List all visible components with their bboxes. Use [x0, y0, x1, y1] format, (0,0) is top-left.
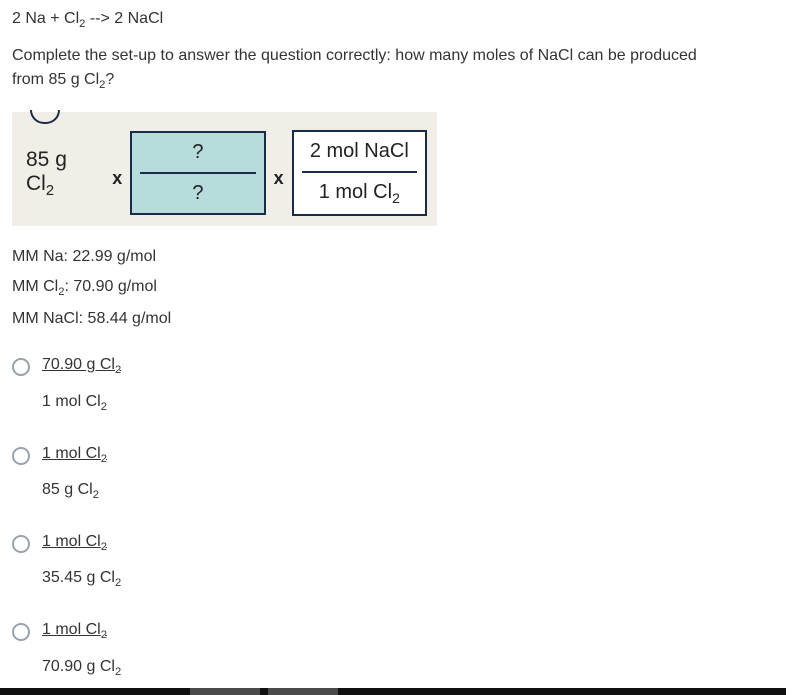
option-numerator: 1 mol Cl2	[42, 621, 121, 643]
partial-circle-icon	[30, 110, 60, 124]
option-numerator: 70.90 g Cl2	[42, 356, 121, 378]
bottom-bar-segment	[268, 688, 338, 695]
molar-mass-cl2: MM Cl2: 70.90 g/mol	[12, 278, 788, 298]
molar-mass-nacl: MM NaCl: 58.44 g/mol	[12, 310, 788, 328]
option-denominator: 35.45 g Cl2	[42, 569, 121, 589]
option-denominator: 1 mol Cl2	[42, 393, 121, 413]
option-fraction: 1 mol Cl2 35.45 g Cl2	[42, 533, 121, 589]
dimensional-analysis-diagram: 85 g Cl2 x ? ? x 2 mol NaCl 1 mol Cl2	[12, 112, 437, 226]
given-quantity: 85 g Cl2	[22, 148, 104, 199]
unknown-numerator: ?	[132, 133, 263, 172]
radio-icon[interactable]	[12, 447, 30, 465]
option-a[interactable]: 70.90 g Cl2 1 mol Cl2	[12, 356, 788, 412]
option-fraction: 70.90 g Cl2 1 mol Cl2	[42, 356, 121, 412]
question-content[interactable]: 2 Na + Cl2 --> 2 NaCl Complete the set-u…	[0, 0, 800, 688]
diagram-row: 85 g Cl2 x ? ? x 2 mol NaCl 1 mol Cl2	[22, 130, 427, 216]
ratio-numerator: 2 mol NaCl	[294, 132, 425, 171]
unknown-denominator: ?	[132, 174, 263, 213]
ratio-denominator: 1 mol Cl2	[294, 173, 425, 214]
option-c[interactable]: 1 mol Cl2 35.45 g Cl2	[12, 533, 788, 589]
chemical-equation: 2 Na + Cl2 --> 2 NaCl	[12, 10, 788, 30]
question-prompt: Complete the set-up to answer the questi…	[12, 44, 712, 94]
option-fraction: 1 mol Cl2 85 g Cl2	[42, 445, 107, 501]
option-numerator: 1 mol Cl2	[42, 445, 107, 467]
bottom-bar	[0, 688, 786, 695]
radio-icon[interactable]	[12, 623, 30, 641]
mole-ratio-box: 2 mol NaCl 1 mol Cl2	[292, 130, 427, 216]
multiply-symbol-1: x	[104, 168, 130, 189]
option-b[interactable]: 1 mol Cl2 85 g Cl2	[12, 445, 788, 501]
radio-icon[interactable]	[12, 358, 30, 376]
option-numerator: 1 mol Cl2	[42, 533, 121, 555]
option-d[interactable]: 1 mol Cl2 70.90 g Cl2	[12, 621, 788, 677]
molar-mass-na: MM Na: 22.99 g/mol	[12, 248, 788, 266]
multiply-symbol-2: x	[266, 168, 292, 189]
option-denominator: 70.90 g Cl2	[42, 658, 121, 678]
bottom-bar-segment	[190, 688, 260, 695]
option-fraction: 1 mol Cl2 70.90 g Cl2	[42, 621, 121, 677]
unknown-conversion-box[interactable]: ? ?	[130, 131, 265, 215]
radio-icon[interactable]	[12, 535, 30, 553]
option-denominator: 85 g Cl2	[42, 481, 107, 501]
answer-options: 70.90 g Cl2 1 mol Cl2 1 mol Cl2 85 g Cl2…	[12, 356, 788, 678]
